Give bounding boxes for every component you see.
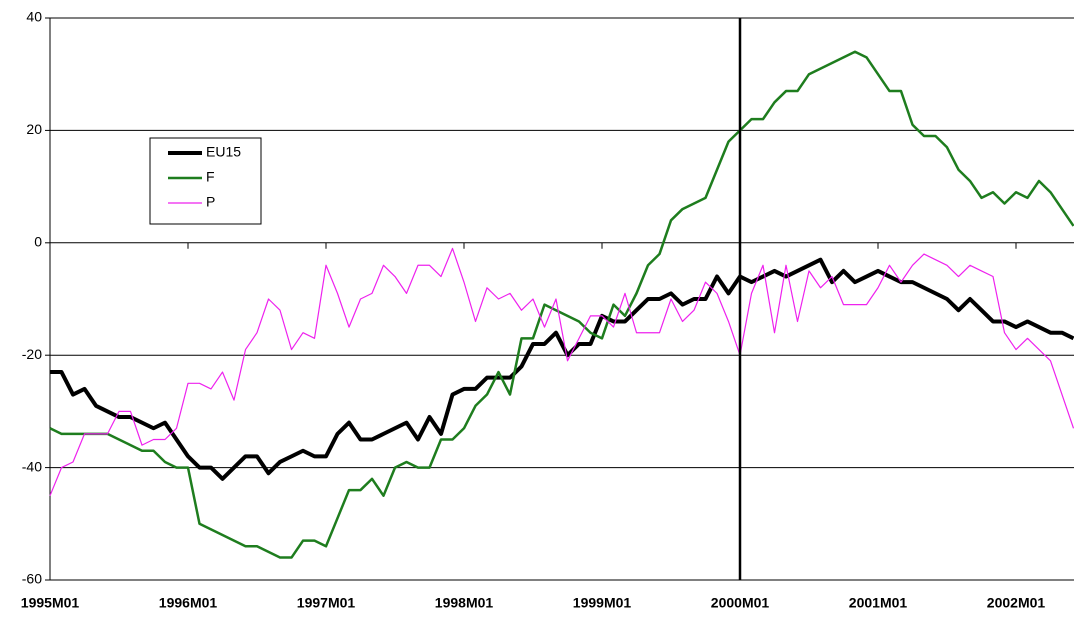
legend-label: P: [206, 194, 215, 210]
x-tick-label: 2001M01: [849, 595, 908, 611]
y-tick-label: 40: [26, 9, 42, 25]
series-line: [49, 247, 1074, 496]
series-line: [49, 50, 1074, 559]
y-tick-label: -40: [22, 458, 42, 474]
legend-label: F: [206, 169, 215, 185]
x-tick-label: 1999M01: [573, 595, 632, 611]
x-tick-label: 2002M01: [987, 595, 1046, 611]
legend: EU15 FP: [149, 137, 262, 225]
x-tick-label: 1997M01: [297, 595, 356, 611]
y-tick-label: -20: [22, 346, 42, 362]
series-line: [50, 257, 1074, 481]
x-tick-label: 1995M01: [21, 595, 80, 611]
y-tick-label: 0: [34, 234, 42, 250]
x-tick-label: 1998M01: [435, 595, 494, 611]
y-tick-label: 20: [26, 121, 42, 137]
x-tick-label: 2000M01: [711, 595, 770, 611]
x-tick-label: 1996M01: [159, 595, 218, 611]
y-tick-label: -60: [22, 571, 42, 587]
legend-label: EU15: [206, 144, 241, 160]
